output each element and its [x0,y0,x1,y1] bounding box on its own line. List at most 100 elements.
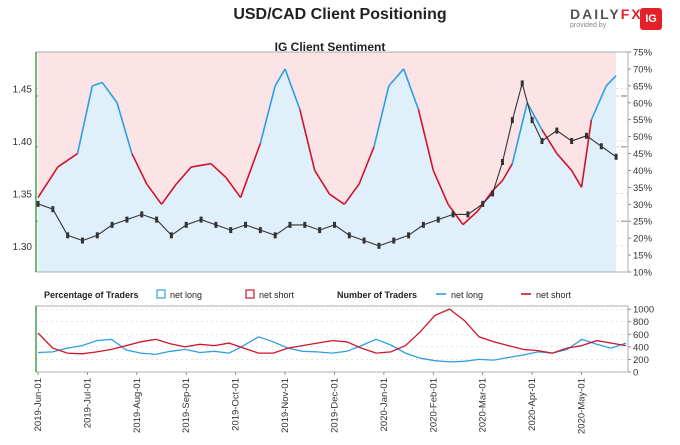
x-tick-label: 2019-Jul-01 [82,378,93,428]
sentiment-segment [329,193,345,205]
left-tick-label: 1.35 [13,189,33,200]
price-candle [500,159,504,165]
price-candle [66,232,70,239]
price-candle [258,227,262,234]
sentiment-segment [274,68,286,87]
sentiment-segment [501,163,514,182]
bottom-frame [35,305,629,373]
subchart-title: IG Client Sentiment [275,40,386,54]
price-candle [184,221,188,228]
sentiment-segment [259,85,276,144]
price-candle [436,216,440,223]
right-tick-label: 75% [633,48,653,59]
sentiment-segment [314,170,331,195]
sentiment-segment [605,75,617,87]
price-candle [491,190,495,197]
bottom-tick-label: 600 [633,330,649,341]
price-candle [318,227,322,234]
bottom-tick-label: 0 [633,368,638,379]
price-candle [36,200,40,207]
x-tick-label: 2019-Jun-01 [33,378,44,431]
sentiment-segment [116,102,133,154]
right-tick-label: 40% [633,166,653,177]
sentiment-segment [57,152,78,168]
price-candle [347,232,351,239]
legend-pct-label: Percentage of Traders [44,290,139,300]
sentiment-segment [101,81,118,104]
price-candle [199,216,203,223]
legend-num-label: Number of Traders [337,290,417,300]
x-tick-label: 2019-Oct-01 [231,378,242,431]
bottom-tick-label: 200 [633,355,649,366]
traders-net-short-line [37,308,627,355]
price-candle [510,117,514,124]
sentiment-segment [511,102,528,164]
sentiment-lines [37,68,617,226]
price-candle [466,211,470,218]
sentiment-segment [541,129,558,154]
right-tick-label: 20% [633,234,653,245]
price-candle [407,232,411,239]
x-tick-label: 2019-Aug-01 [132,378,143,433]
traders-net-long-line [37,336,627,363]
price-candle [155,216,159,223]
right-tick-label: 10% [633,268,653,279]
net-short-fill [38,52,617,225]
sentiment-segment [373,85,390,147]
x-axis-labels: 2019-Jun-01 2019-Jul-01 2019-Aug-01 2019-Se… [33,372,588,434]
sentiment-segment [570,170,583,188]
sentiment-segment [131,153,148,185]
chart-title: USD/CAD Client Positioning [233,6,447,23]
x-tick-label: 2020-Jan-01 [379,378,390,431]
x-tick-label: 2020-Mar-01 [478,378,489,432]
net-long-fill [38,68,617,273]
bottom-tick-label: 1000 [633,305,654,316]
logo-word: DAILYFX [570,6,643,22]
price-candle [273,232,277,239]
right-tick-label: 55% [633,115,653,126]
legend: Percentage of Traders net long net short Nu… [44,289,572,300]
legend-pct-long-swatch [156,289,166,299]
ig-badge-icon: IG [640,8,662,30]
sentiment-segment [146,183,163,205]
price-candle [95,232,99,239]
sentiment-segment [239,143,262,198]
price-candle [288,221,292,228]
right-tick-label: 30% [633,200,653,211]
price-candle [110,221,114,228]
price-candle [332,221,336,228]
dailyfx-logo: DAILYFX provided by IG [570,4,670,34]
right-tick-label: 15% [633,251,653,262]
price-candle [392,237,396,244]
price-candle [362,237,366,244]
bottom-lines [37,308,627,363]
sentiment-segment [388,68,405,87]
price-candle [140,211,144,218]
price-candle [481,200,485,207]
price-candle [584,132,588,139]
price-candle [614,153,618,160]
sentiment-segment [160,183,177,205]
x-tick-label: 2020-May-01 [577,378,588,434]
sentiment-segment [402,68,420,110]
price-candles [36,80,618,249]
sentiment-segment [37,166,59,198]
sentiment-fills [38,52,617,273]
logo-subtitle: provided by [570,22,607,29]
sentiment-segment [580,119,593,188]
sentiment-segment [225,176,242,199]
right-tick-label: 70% [633,64,653,75]
left-tick-label: 1.30 [13,242,33,253]
price-candle [421,221,425,228]
right-tick-label: 50% [633,132,653,143]
bottom-tick-label: 800 [633,317,649,328]
price-candle [377,242,381,249]
price-candle [303,221,307,228]
sentiment-segment [284,68,301,110]
sentiment-segment [343,183,360,205]
price-candle [599,143,603,150]
sentiment-segment [175,166,192,185]
sentiment-segment [191,162,212,168]
price-candle [244,221,248,228]
